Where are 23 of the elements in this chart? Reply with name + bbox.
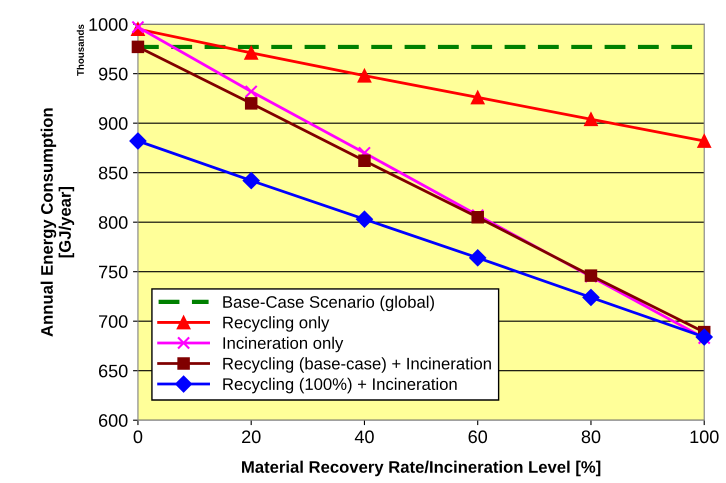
y-tick-label: 750 (99, 266, 128, 278)
y-tick-label: 800 (98, 216, 128, 229)
legend-label: Recycling (base-case) + Incineration (223, 357, 491, 373)
x-tick-label: 0 (134, 430, 142, 444)
y-axis-title: Annual Energy Consumption [GJ/year] (40, 108, 74, 337)
legend-label: Base-Case Scenario (global) (223, 296, 434, 312)
x-tick-label: 100 (690, 430, 719, 444)
y-tick-label: 650 (99, 364, 128, 378)
x-tick-label: 20 (242, 430, 261, 444)
legend-label: Recycling only (223, 316, 330, 332)
y-tick-label: 900 (98, 117, 128, 130)
y-tick-label: 600 (99, 414, 128, 427)
y-tick-label: 850 (98, 166, 128, 180)
y-tick-label: 950 (98, 68, 128, 80)
legend-label: Incineration only (223, 336, 344, 352)
text: Thousands (76, 24, 84, 76)
y-tick-label: 700 (99, 315, 128, 328)
x-tick-label: 40 (354, 430, 374, 444)
x-tick-label: 60 (468, 430, 488, 444)
legend-label: Recycling (100%) + Incineration (223, 378, 457, 394)
y-tick-label: 1000 (89, 18, 128, 31)
x-axis-title: Material Recovery Rate/Incineration Level [%] (242, 460, 600, 476)
x-tick-label: 80 (582, 430, 600, 444)
